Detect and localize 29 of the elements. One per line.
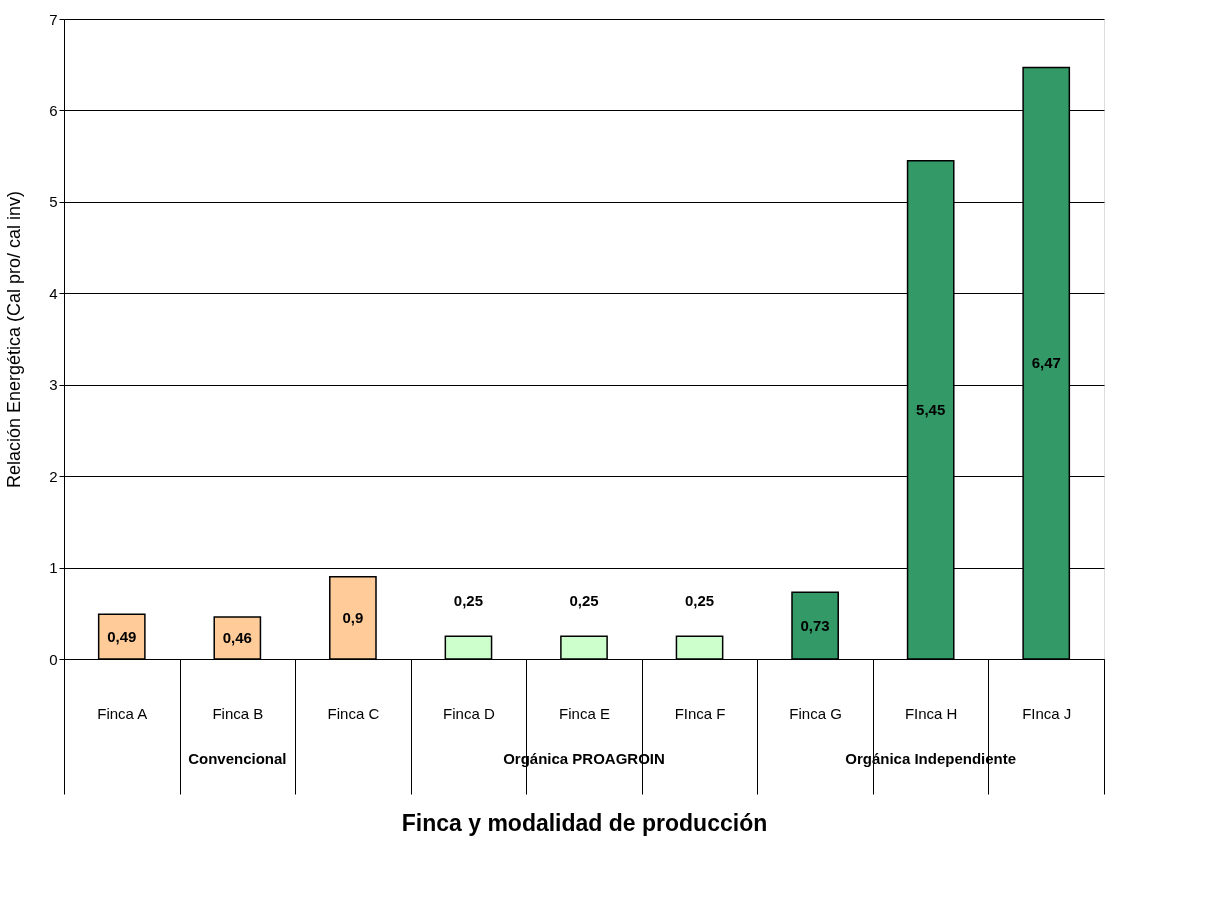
x-tick-label: Finca A [97, 704, 148, 722]
x-axis-title: Finca y modalidad de producción [401, 810, 768, 836]
data-label: 6,47 [1031, 354, 1061, 372]
data-label: 0,73 [800, 616, 830, 634]
data-label: 0,25 [453, 591, 484, 609]
data-label: 0,49 [107, 627, 137, 645]
data-label: 0,25 [684, 591, 715, 609]
y-tick-label: 4 [49, 284, 58, 302]
data-label: 5,45 [916, 400, 946, 418]
x-tick-label: FInca H [904, 704, 958, 722]
data-label: 0,46 [222, 628, 252, 646]
y-tick-label: 3 [49, 376, 58, 394]
data-label: 0,25 [569, 591, 599, 609]
y-tick-label: 6 [49, 101, 58, 119]
x-tick-label: Finca G [789, 704, 842, 722]
data-label: 0,9 [342, 608, 364, 626]
y-tick-label: 1 [49, 559, 58, 577]
x-tick-label: FInca F [674, 704, 726, 722]
y-tick-label: 5 [49, 193, 58, 211]
x-tick-label: Finca B [212, 704, 264, 722]
x-tick-label: Finca D [443, 704, 495, 722]
y-tick-label: 0 [49, 650, 58, 668]
x-tick-label: Finca C [327, 704, 380, 722]
y-axis-title: Relación Energética (Cal pro/ cal inv) [4, 190, 25, 489]
y-tick-label: 7 [49, 10, 58, 28]
x-tick-label: FInca J [1022, 704, 1072, 722]
y-tick-label: 2 [49, 467, 58, 485]
x-tick-label: Finca E [559, 704, 610, 722]
text: Convencional [188, 750, 287, 767]
